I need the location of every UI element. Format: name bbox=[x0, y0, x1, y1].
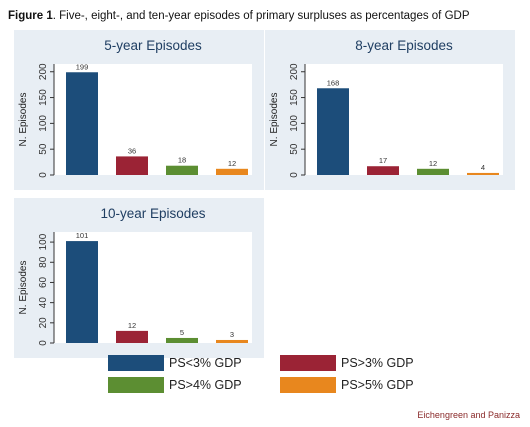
chart-title: 5-year Episodes bbox=[104, 38, 202, 53]
data-label-ps-gt-5pct-gdp: 12 bbox=[228, 159, 236, 168]
chart-svg: 10-year Episodes 0 20 40 60 80 100 N. Episodes 1… bbox=[14, 198, 264, 358]
data-label-ps-gt-3pct-gdp: 36 bbox=[128, 146, 136, 155]
chart-svg: 8-year Episodes 0 50 100 150 200 N. Episodes 16… bbox=[265, 30, 515, 190]
legend-label-ps-lt-3: PS<3% GDP bbox=[169, 356, 242, 370]
bar-ps-gt-5pct-gdp bbox=[216, 168, 248, 175]
y-axis-label: N. Episodes bbox=[18, 93, 29, 147]
data-label-ps-gt-3pct-gdp: 12 bbox=[128, 321, 136, 330]
y-tick-label: 150 bbox=[289, 89, 300, 106]
bar-ps-lt-3pct-gdp bbox=[317, 88, 349, 175]
chart-8-year-episodes: 8-year Episodes 0 50 100 150 200 N. Episodes 16… bbox=[265, 30, 515, 190]
figure-label: Figure 1 bbox=[8, 10, 53, 22]
legend-label-ps-gt-4: PS>4% GDP bbox=[169, 378, 242, 392]
data-label-ps-gt-4pct-gdp: 5 bbox=[180, 328, 184, 337]
data-label-ps-gt-4pct-gdp: 12 bbox=[429, 159, 437, 168]
legend-swatch-ps-gt-5 bbox=[280, 377, 336, 393]
y-axis-label: N. Episodes bbox=[18, 261, 29, 315]
figure-caption-text: . Five-, eight-, and ten-year episodes o… bbox=[52, 10, 470, 22]
bar-ps-gt-3pct-gdp bbox=[367, 166, 399, 175]
data-label-ps-lt-3pct-gdp: 168 bbox=[327, 78, 340, 87]
chart-svg: 5-year Episodes 0 50 100 150 200 N. Episodes 19… bbox=[14, 30, 264, 190]
data-label-ps-gt-5pct-gdp: 4 bbox=[481, 163, 485, 172]
legend-item-ps-gt-3: PS>3% GDP bbox=[280, 355, 414, 371]
chart-10-year-episodes: 10-year Episodes 0 20 40 60 80 100 N. Episodes 1… bbox=[14, 198, 264, 358]
y-tick-label: 50 bbox=[38, 143, 49, 155]
legend-item-ps-gt-4: PS>4% GDP bbox=[108, 377, 242, 393]
legend: PS<3% GDP PS>3% GDP PS>4% GDP PS>5% GDP bbox=[108, 349, 428, 401]
y-tick-label: 40 bbox=[38, 297, 49, 309]
chart-5-year-episodes: 5-year Episodes 0 50 100 150 200 N. Episodes 19… bbox=[14, 30, 264, 190]
y-tick-label: 100 bbox=[38, 115, 49, 132]
chart-title: 8-year Episodes bbox=[355, 38, 453, 53]
y-tick-label: 150 bbox=[38, 89, 49, 106]
bar-ps-gt-3pct-gdp bbox=[116, 156, 148, 175]
legend-swatch-ps-lt-3 bbox=[108, 355, 164, 371]
y-tick-label: 50 bbox=[289, 143, 300, 155]
y-tick-label: 100 bbox=[38, 233, 49, 250]
data-label-ps-gt-3pct-gdp: 17 bbox=[379, 156, 387, 165]
y-tick-label: 60 bbox=[38, 276, 49, 288]
y-tick-label: 200 bbox=[289, 63, 300, 80]
credit-text: Eichengreen and Panizza bbox=[417, 410, 520, 420]
y-tick-label: 0 bbox=[289, 172, 300, 178]
legend-swatch-ps-gt-4 bbox=[108, 377, 164, 393]
y-tick-label: 100 bbox=[289, 115, 300, 132]
data-label-ps-gt-5pct-gdp: 3 bbox=[230, 330, 234, 339]
bar-ps-lt-3pct-gdp bbox=[66, 72, 98, 175]
bar-ps-gt-3pct-gdp bbox=[116, 330, 148, 343]
data-label-ps-gt-4pct-gdp: 18 bbox=[178, 156, 186, 165]
legend-item-ps-gt-5: PS>5% GDP bbox=[280, 377, 414, 393]
bar-ps-lt-3pct-gdp bbox=[66, 241, 98, 343]
bar-ps-gt-4pct-gdp bbox=[166, 165, 198, 175]
legend-label-ps-gt-5: PS>5% GDP bbox=[341, 378, 414, 392]
figure-caption: Figure 1. Five-, eight-, and ten-year ep… bbox=[8, 10, 470, 22]
bar-ps-gt-5pct-gdp bbox=[216, 339, 248, 343]
bar-ps-gt-4pct-gdp bbox=[417, 168, 449, 175]
data-label-ps-lt-3pct-gdp: 101 bbox=[76, 231, 89, 240]
legend-swatch-ps-gt-3 bbox=[280, 355, 336, 371]
y-tick-label: 80 bbox=[38, 256, 49, 268]
chart-title: 10-year Episodes bbox=[100, 206, 205, 221]
data-label-ps-lt-3pct-gdp: 199 bbox=[76, 62, 89, 71]
bar-ps-gt-5pct-gdp bbox=[467, 172, 499, 175]
legend-item-ps-lt-3: PS<3% GDP bbox=[108, 355, 242, 371]
y-tick-label: 0 bbox=[38, 172, 49, 178]
bar-ps-gt-4pct-gdp bbox=[166, 337, 198, 343]
y-tick-label: 20 bbox=[38, 317, 49, 329]
y-tick-label: 200 bbox=[38, 63, 49, 80]
y-tick-label: 0 bbox=[38, 340, 49, 346]
legend-label-ps-gt-3: PS>3% GDP bbox=[341, 356, 414, 370]
y-axis-label: N. Episodes bbox=[269, 93, 280, 147]
